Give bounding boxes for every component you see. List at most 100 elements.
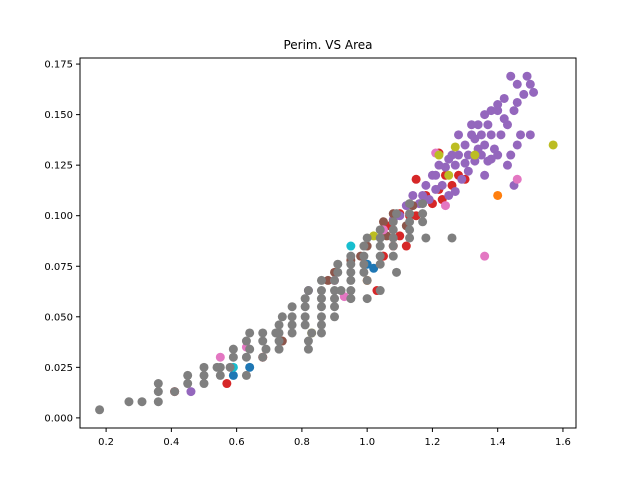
- data-point: [375, 251, 385, 261]
- data-point: [525, 79, 535, 89]
- data-point: [346, 259, 356, 269]
- x-tick-label: 1.0: [359, 437, 375, 448]
- data-point: [440, 162, 450, 172]
- data-point: [277, 312, 287, 322]
- data-point: [440, 201, 450, 211]
- data-point: [303, 336, 313, 346]
- data-point: [359, 267, 369, 277]
- x-tick-label: 0.8: [294, 437, 310, 448]
- data-point: [330, 286, 340, 296]
- data-point: [153, 397, 163, 407]
- data-point: [274, 336, 284, 346]
- data-point: [388, 225, 398, 235]
- data-point: [418, 190, 428, 200]
- data-point: [486, 130, 496, 140]
- data-point: [483, 120, 493, 130]
- data-point: [245, 344, 255, 354]
- data-point: [450, 142, 460, 152]
- data-point: [401, 241, 411, 251]
- data-point: [215, 352, 225, 362]
- data-point: [476, 130, 486, 140]
- data-point: [241, 370, 251, 380]
- data-point: [300, 312, 310, 322]
- data-point: [411, 174, 421, 184]
- data-point: [519, 89, 529, 99]
- x-tick-label: 1.2: [424, 437, 440, 448]
- data-point: [212, 362, 222, 372]
- data-point: [199, 379, 209, 389]
- data-point: [493, 190, 503, 200]
- data-point: [271, 328, 281, 338]
- data-point: [454, 150, 464, 160]
- data-point: [245, 362, 255, 372]
- data-point: [241, 336, 251, 346]
- data-point: [183, 379, 193, 389]
- data-point: [316, 275, 326, 285]
- x-axis: 0.2 0.4 0.6 0.8 1.0 1.2 1.4 1.6: [98, 428, 571, 448]
- data-point: [388, 217, 398, 227]
- data-point: [512, 97, 522, 107]
- data-point: [375, 259, 385, 269]
- data-point: [378, 217, 388, 227]
- x-tick-label: 1.6: [555, 437, 571, 448]
- data-point: [307, 328, 317, 338]
- y-tick-label: 0.075: [44, 262, 73, 273]
- data-point: [303, 344, 313, 354]
- data-point: [362, 233, 372, 243]
- data-point: [486, 106, 496, 116]
- data-point: [499, 93, 509, 103]
- data-point: [300, 302, 310, 312]
- data-point: [375, 233, 385, 243]
- data-point: [388, 251, 398, 261]
- data-point: [183, 370, 193, 380]
- data-point: [215, 370, 225, 380]
- data-point: [330, 294, 340, 304]
- y-tick-label: 0.025: [44, 363, 73, 374]
- data-point: [359, 251, 369, 261]
- data-point: [336, 286, 346, 296]
- data-point: [346, 267, 356, 277]
- data-point: [153, 387, 163, 397]
- data-point: [287, 302, 297, 312]
- data-point: [408, 190, 418, 200]
- data-point: [460, 140, 470, 150]
- data-point: [512, 79, 522, 89]
- data-point: [346, 294, 356, 304]
- data-point: [199, 362, 209, 372]
- data-point: [287, 320, 297, 330]
- data-point: [330, 312, 340, 322]
- data-point: [496, 130, 506, 140]
- data-point: [480, 170, 490, 180]
- data-point: [222, 379, 232, 389]
- data-point: [258, 328, 268, 338]
- data-point: [525, 130, 535, 140]
- data-point: [330, 302, 340, 312]
- data-point: [405, 233, 415, 243]
- data-point: [274, 344, 284, 354]
- data-point: [388, 241, 398, 251]
- data-point: [228, 370, 238, 380]
- data-point: [431, 170, 441, 180]
- data-point: [437, 180, 447, 190]
- y-tick-label: 0.125: [44, 161, 73, 172]
- data-point: [316, 294, 326, 304]
- data-point: [444, 190, 454, 200]
- data-point: [454, 130, 464, 140]
- data-point: [405, 217, 415, 227]
- data-point: [392, 267, 402, 277]
- data-point: [199, 370, 209, 380]
- data-point: [95, 405, 105, 415]
- data-point: [346, 286, 356, 296]
- data-point: [486, 154, 496, 164]
- data-point: [418, 199, 428, 209]
- data-point: [245, 328, 255, 338]
- data-point: [274, 320, 284, 330]
- data-point: [392, 209, 402, 219]
- data-point: [421, 180, 431, 190]
- data-point: [375, 286, 385, 296]
- data-point: [463, 166, 473, 176]
- data-point: [460, 158, 470, 168]
- data-point: [447, 233, 457, 243]
- data-point: [258, 336, 268, 346]
